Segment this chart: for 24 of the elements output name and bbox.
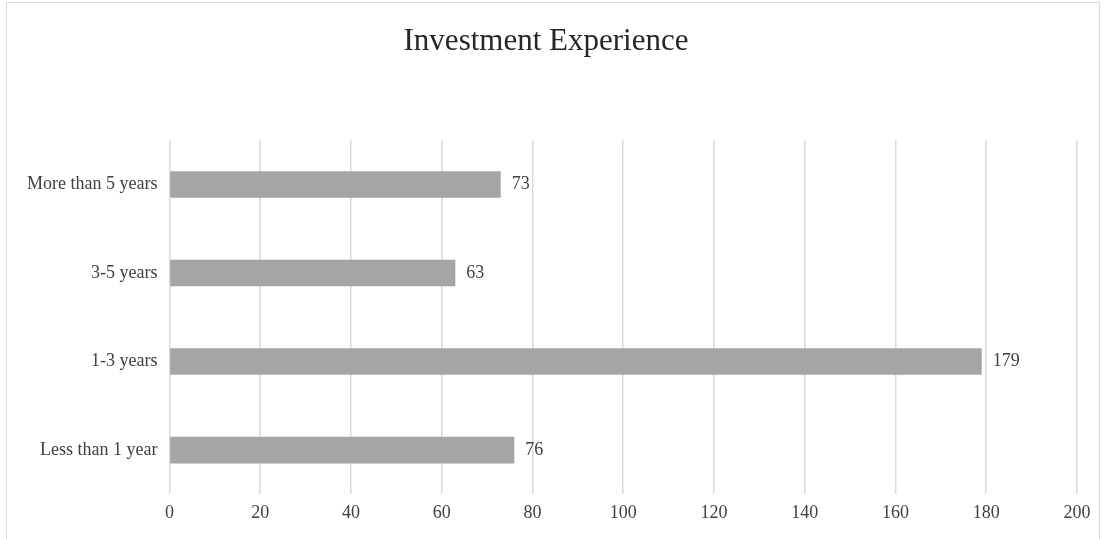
data-label: 76 — [525, 438, 544, 459]
x-tick-label: 20 — [251, 501, 270, 522]
bar — [170, 259, 456, 287]
data-label: 179 — [992, 350, 1020, 371]
data-label: 63 — [466, 261, 485, 282]
bar — [170, 348, 982, 375]
bar — [170, 171, 501, 198]
chart-title: Investment Experience — [403, 21, 689, 57]
x-tick-label: 180 — [972, 501, 1000, 522]
y-tick-label: More than 5 years — [26, 173, 158, 194]
x-tick-label: 140 — [791, 501, 819, 522]
x-tick-label: 100 — [609, 501, 637, 522]
y-tick-label: 3-5 years — [90, 261, 158, 282]
x-tick-label: 40 — [341, 501, 360, 522]
y-tick-label: Less than 1 year — [39, 438, 158, 459]
x-tick-label: 120 — [700, 501, 728, 522]
x-tick-label: 200 — [1063, 501, 1091, 522]
x-tick-label: 60 — [432, 501, 451, 522]
x-tick-label: 80 — [523, 501, 542, 522]
data-label: 73 — [511, 173, 530, 194]
bar — [170, 436, 515, 464]
y-tick-label: 1-3 years — [90, 350, 158, 371]
x-tick-label: 0 — [164, 501, 174, 522]
x-tick-label: 160 — [881, 501, 909, 522]
